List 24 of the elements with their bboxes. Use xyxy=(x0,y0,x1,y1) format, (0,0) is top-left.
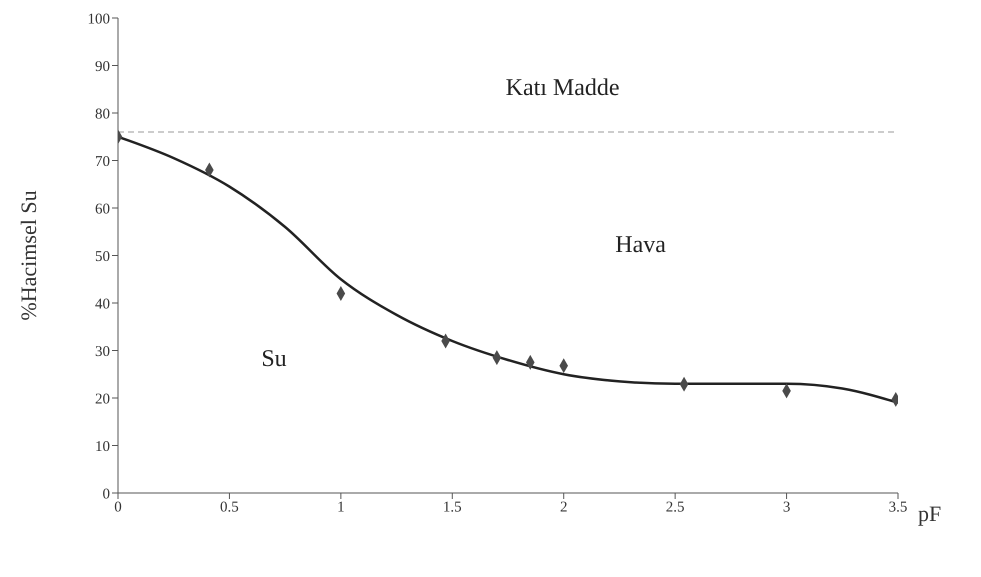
y-tick-label: 80 xyxy=(95,106,110,122)
y-tick-label: 90 xyxy=(95,58,110,75)
annotation: Katı Madde xyxy=(506,75,620,102)
annotation: Su xyxy=(261,346,287,373)
y-axis-title: %Hacimsel Su xyxy=(16,190,41,321)
x-tick-label: 3 xyxy=(782,500,790,516)
x-tick-label: 2.5 xyxy=(666,500,685,516)
y-tick-label: 70 xyxy=(95,154,110,170)
annotation: Hava xyxy=(615,232,666,259)
y-tick-label: 0 xyxy=(102,486,110,502)
x-tick-label: 1 xyxy=(337,500,345,516)
y-tick-label: 100 xyxy=(88,11,110,28)
y-tick-label: 30 xyxy=(95,344,110,360)
y-tick-label: 40 xyxy=(95,296,110,312)
y-tick-label: 10 xyxy=(95,438,110,455)
x-tick-label: 0.5 xyxy=(220,500,239,516)
y-tick-label: 50 xyxy=(95,248,110,265)
x-tick-label: 3.5 xyxy=(888,500,908,516)
y-tick-label: 60 xyxy=(95,201,110,218)
x-tick-label: 0 xyxy=(114,500,122,516)
x-tick-label: 2 xyxy=(560,500,568,516)
x-tick-label: 1.5 xyxy=(442,500,462,516)
y-tick-label: 20 xyxy=(95,391,110,408)
x-axis-title: pF xyxy=(918,500,942,526)
